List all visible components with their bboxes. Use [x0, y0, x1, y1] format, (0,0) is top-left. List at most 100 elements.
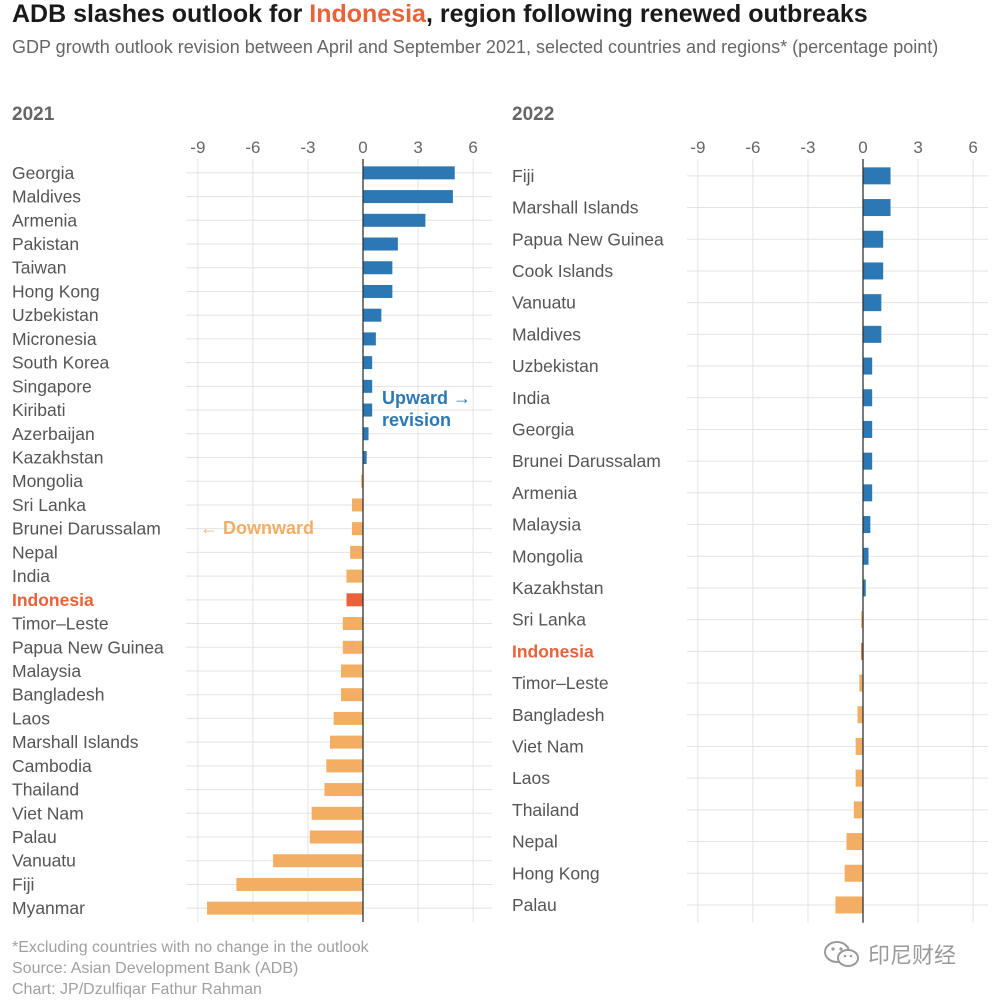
tick-label: -9: [690, 138, 705, 157]
bar-indonesia: [861, 642, 863, 660]
bar-marshall-islands: [329, 735, 363, 749]
category-label-kazakhstan: Kazakhstan: [12, 448, 103, 468]
bar-singapore: [363, 379, 373, 393]
watermark-text: 印尼财经: [868, 944, 957, 969]
category-label-marshall-islands: Marshall Islands: [512, 198, 639, 218]
category-label-brunei-darussalam: Brunei Darussalam: [512, 451, 661, 471]
bar-viet-nam: [311, 806, 363, 820]
bar-brunei-darussalam: [863, 452, 873, 470]
bar-thailand: [324, 783, 363, 797]
category-label-mongolia: Mongolia: [512, 546, 583, 566]
bar-thailand: [853, 801, 863, 819]
bar-palau: [309, 830, 363, 844]
bar-papua-new-guinea: [863, 230, 884, 248]
panel-2021: 2021 -9 -6 -3 0 3 6 Georgia Maldives Armenia Pakis…: [12, 104, 492, 923]
bar-fiji: [236, 877, 363, 891]
bar-kazakhstan: [863, 579, 866, 597]
bar-sri-lanka: [351, 498, 363, 512]
category-label-vanuatu: Vanuatu: [512, 293, 576, 313]
category-label-maldives: Maldives: [512, 324, 581, 344]
category-label-thailand: Thailand: [12, 780, 79, 800]
category-label-malaysia: Malaysia: [12, 661, 81, 681]
wechat-icon: [824, 941, 859, 967]
category-label-thailand: Thailand: [512, 800, 579, 820]
category-label-hong-kong: Hong Kong: [512, 863, 600, 883]
bar-hong-kong: [363, 284, 393, 298]
category-label-azerbaijan: Azerbaijan: [12, 424, 95, 444]
bar-georgia: [863, 420, 873, 438]
category-label-micronesia: Micronesia: [12, 329, 97, 349]
bar-nepal: [846, 833, 863, 851]
watermark: 印尼财经: [822, 938, 956, 970]
tick-label: 6: [468, 138, 477, 157]
category-label-sri-lanka: Sri Lanka: [512, 610, 586, 630]
category-label-georgia: Georgia: [12, 163, 75, 183]
category-label-indonesia: Indonesia: [12, 590, 94, 610]
bar-armenia: [363, 213, 426, 227]
tick-label: -9: [190, 138, 205, 157]
category-label-laos: Laos: [12, 708, 50, 728]
bar-kiribati: [363, 403, 373, 417]
tick-label: 3: [913, 138, 922, 157]
category-label-bangladesh: Bangladesh: [12, 685, 104, 705]
category-label-kiribati: Kiribati: [12, 400, 66, 420]
panel-2022: 2022 -9 -6 -3 0 3 6 Fiji Marshall Islands Papua N…: [512, 104, 988, 923]
bar-palau: [835, 896, 863, 914]
bar-marshall-islands: [863, 199, 891, 217]
annotation-upward-line: Upward →: [382, 388, 471, 408]
category-label-uzbekistan: Uzbekistan: [12, 305, 99, 325]
bar-micronesia: [363, 332, 376, 346]
bar-cook-islands: [863, 262, 884, 280]
bar-south-korea: [363, 356, 373, 370]
tick-label: -3: [800, 138, 815, 157]
panel-title: 2022: [512, 104, 554, 125]
category-label-sri-lanka: Sri Lanka: [12, 495, 86, 515]
bar-laos: [855, 769, 863, 787]
bar-cambodia: [326, 759, 363, 773]
footer-source: Source: Asian Development Bank (ADB): [12, 960, 299, 977]
category-label-indonesia: Indonesia: [512, 641, 594, 661]
title-text-after: , region following renewed outbreaks: [425, 0, 868, 28]
category-label-cook-islands: Cook Islands: [512, 261, 613, 281]
category-label-georgia: Georgia: [512, 419, 575, 439]
category-label-south-korea: South Korea: [12, 353, 110, 373]
category-label-timor-leste: Timor–Leste: [12, 614, 109, 634]
category-label-armenia: Armenia: [512, 483, 577, 503]
bar-azerbaijan: [363, 427, 369, 441]
tick-label: -6: [745, 138, 760, 157]
bar-pakistan: [363, 237, 398, 251]
bar-vanuatu: [273, 854, 363, 868]
annotation-upward-line: revision: [382, 410, 451, 430]
chart-subtitle: GDP growth outlook revision between Apri…: [12, 37, 939, 57]
title-highlight: Indonesia: [309, 0, 426, 28]
bar-viet-nam: [855, 737, 863, 755]
bar-maldives: [363, 190, 453, 204]
category-label-viet-nam: Viet Nam: [12, 803, 84, 823]
tick-label: 0: [858, 138, 867, 157]
bar-georgia: [363, 166, 455, 180]
category-label-cambodia: Cambodia: [12, 756, 92, 776]
tick-label: -3: [300, 138, 315, 157]
category-label-kazakhstan: Kazakhstan: [512, 578, 603, 598]
bar-bangladesh: [340, 688, 363, 702]
bar-bangladesh: [857, 706, 863, 724]
bar-india: [346, 569, 363, 583]
bar-nepal: [350, 545, 363, 559]
bar-malaysia: [340, 664, 363, 678]
bar-sri-lanka: [861, 611, 863, 629]
bar-mongolia: [863, 547, 869, 565]
tick-label: 3: [413, 138, 422, 157]
category-label-fiji: Fiji: [12, 874, 34, 894]
category-label-hong-kong: Hong Kong: [12, 281, 100, 301]
category-label-armenia: Armenia: [12, 210, 77, 230]
title-text-before: ADB slashes outlook for: [12, 0, 310, 28]
bar-papua-new-guinea: [342, 640, 363, 654]
bar-indonesia: [346, 593, 363, 607]
panel-title: 2021: [12, 104, 55, 125]
category-label-bangladesh: Bangladesh: [512, 705, 604, 725]
tick-label: -6: [245, 138, 260, 157]
footer-credit: Chart: JP/Dzulfiqar Fathur Rahman: [12, 981, 262, 998]
category-label-palau: Palau: [12, 827, 57, 847]
category-label-mongolia: Mongolia: [12, 471, 83, 491]
footer-note: *Excluding countries with no change in t…: [12, 939, 369, 956]
